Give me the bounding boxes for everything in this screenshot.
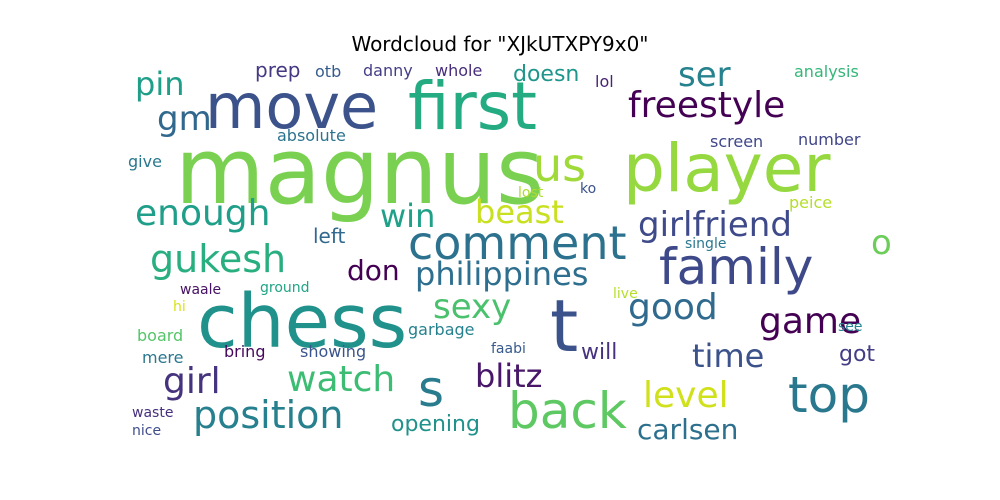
word-otb: otb <box>315 62 342 81</box>
word-got: got <box>839 342 876 367</box>
word-showing: showing <box>300 342 367 361</box>
word-single: single <box>685 236 727 252</box>
word-enough: enough <box>135 193 271 234</box>
word-girlfriend: girlfriend <box>638 205 792 245</box>
chart-title: Wordcloud for "XJkUTXPY9x0" <box>351 32 649 56</box>
word-gukesh: gukesh <box>150 237 287 281</box>
word-whole: whole <box>435 61 483 80</box>
word-live: live <box>613 286 638 302</box>
word-t: t <box>550 284 579 368</box>
word-mere: mere <box>142 348 184 367</box>
word-analysis: analysis <box>794 62 859 81</box>
word-ko: ko <box>580 181 597 197</box>
word-peice: peice <box>789 193 833 212</box>
word-nice: nice <box>132 423 162 439</box>
word-danny: danny <box>363 61 413 80</box>
word-cloud: magnus player chess move first t family … <box>125 55 892 450</box>
word-waale: waale <box>180 282 222 298</box>
word-give: give <box>128 152 162 171</box>
word-sexy: sexy <box>433 287 512 327</box>
word-position: position <box>193 393 344 437</box>
word-bring: bring <box>224 342 266 361</box>
word-level: level <box>643 375 729 416</box>
word-beast: beast <box>475 193 564 231</box>
word-player: player <box>623 130 831 207</box>
word-game: game <box>759 301 862 342</box>
word-win: win <box>380 197 436 235</box>
word-comment: comment <box>408 216 627 270</box>
word-garbage: garbage <box>408 320 475 339</box>
word-screen: screen <box>710 132 764 151</box>
word-carlsen: carlsen <box>637 413 739 446</box>
word-will: will <box>581 340 618 365</box>
word-ser: ser <box>678 55 731 95</box>
word-watch: watch <box>287 359 396 400</box>
word-philippines: philippines <box>415 255 589 293</box>
word-first: first <box>408 68 537 145</box>
word-don: don <box>347 254 400 287</box>
word-us: us <box>533 138 587 192</box>
word-freestyle: freestyle <box>628 85 786 126</box>
word-time: time <box>692 337 765 375</box>
word-blitz: blitz <box>475 357 543 395</box>
word-left: left <box>313 224 346 248</box>
word-see: see <box>838 319 863 335</box>
word-magnus: magnus <box>175 118 544 225</box>
word-back: back <box>508 382 627 440</box>
word-prep: prep <box>255 58 301 82</box>
word-doesn: doesn <box>513 62 580 87</box>
word-s: s <box>418 360 445 418</box>
word-move: move <box>205 70 379 143</box>
word-lol: lol <box>595 72 614 91</box>
word-girl: girl <box>163 361 221 402</box>
word-lost: lost <box>518 185 544 201</box>
word-family: family <box>659 238 814 296</box>
word-board: board <box>137 326 184 345</box>
word-o: o <box>871 223 892 263</box>
word-waste: waste <box>132 405 174 421</box>
word-gm: gm <box>157 99 212 139</box>
word-number: number <box>798 130 861 149</box>
word-ground: ground <box>260 280 310 296</box>
word-faabi: faabi <box>491 341 526 357</box>
word-good: good <box>628 287 718 328</box>
word-top: top <box>788 366 870 424</box>
word-absolute: absolute <box>277 126 346 145</box>
word-pin: pin <box>135 65 185 103</box>
word-hi: hi <box>173 299 186 315</box>
word-opening: opening <box>391 412 480 437</box>
word-chess: chess <box>197 279 408 365</box>
